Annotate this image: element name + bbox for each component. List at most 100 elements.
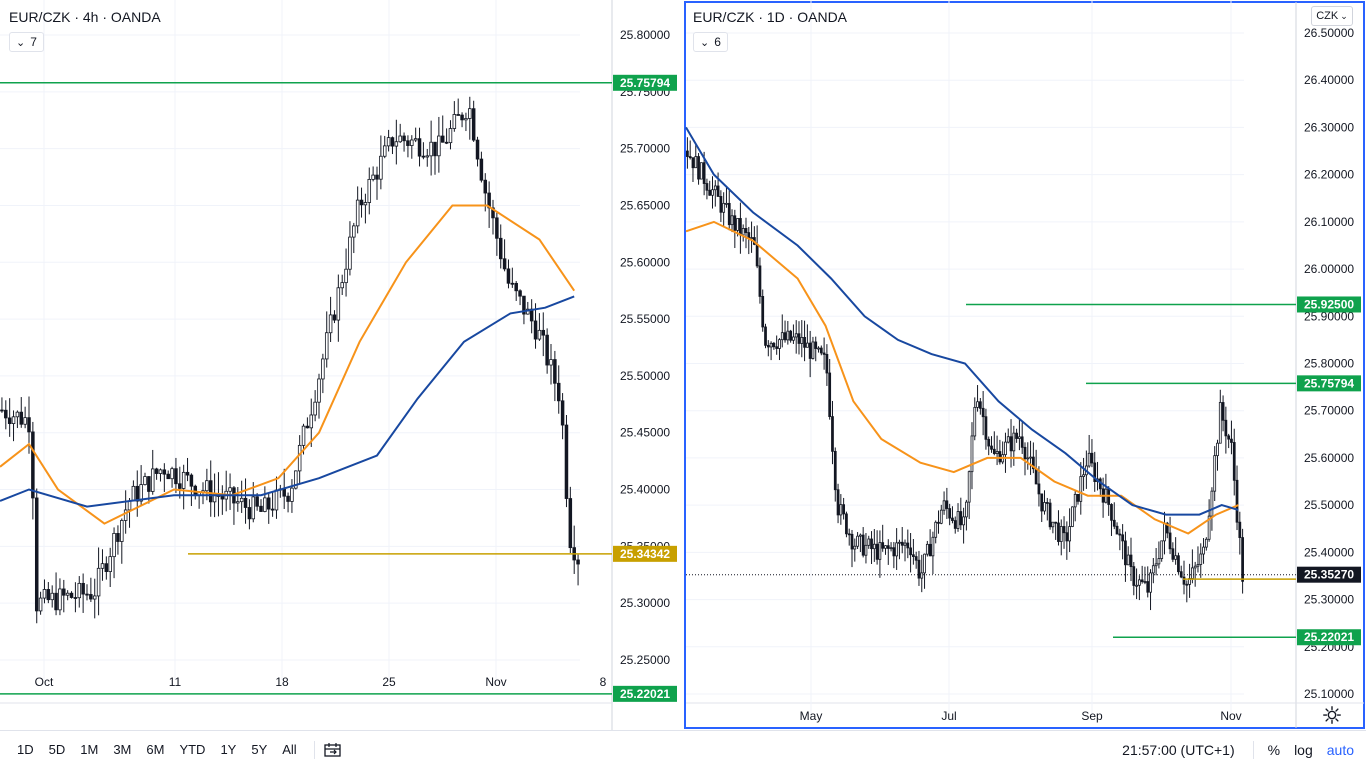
candle-body: [174, 468, 178, 485]
candle-body: [120, 520, 124, 542]
candle-body: [1087, 452, 1091, 467]
range-all-button[interactable]: All: [282, 742, 297, 757]
candle-body: [800, 336, 804, 344]
time-tick-label: Oct: [35, 675, 54, 689]
candle-body: [19, 411, 24, 425]
current-price-badge: [1297, 566, 1361, 583]
candle-body: [1020, 436, 1024, 448]
price-tick-label: 25.25000: [620, 653, 670, 667]
price-tick-label: 25.70000: [620, 142, 670, 156]
candle-body: [811, 341, 815, 359]
price-level-badge: [1297, 296, 1361, 313]
candle-body: [1230, 438, 1233, 443]
candle-body: [686, 150, 689, 157]
range-ytd-button[interactable]: YTD: [179, 742, 206, 757]
percent-scale-toggle[interactable]: %: [1267, 742, 1281, 758]
bottom-toolbar: 1D 5D 1M 3M 6M YTD 1Y 5Y All 21:57:00 (U…: [0, 730, 1366, 768]
candle-body: [1006, 436, 1010, 443]
candle-body: [89, 594, 93, 600]
scale-controls: 21:57:00 (UTC+1) % log auto: [1122, 731, 1354, 768]
left-indicators-toggle[interactable]: ⌄ 7: [9, 32, 44, 52]
candle-body: [266, 497, 271, 510]
candle-body: [1073, 493, 1077, 508]
candle-body: [328, 314, 333, 334]
candle-body: [778, 339, 781, 349]
current-price-badge-text: 25.35270: [1304, 568, 1354, 582]
candle-body: [452, 114, 457, 129]
candle-body: [1068, 526, 1072, 542]
currency-selector[interactable]: CZK ⌄: [1311, 6, 1353, 26]
candle-body: [741, 228, 745, 236]
candle-body: [34, 497, 39, 612]
log-scale-toggle[interactable]: log: [1294, 742, 1313, 758]
candle-body: [822, 352, 826, 355]
candle-body: [402, 135, 406, 142]
candle-body: [556, 382, 561, 402]
candle-body: [568, 498, 573, 549]
candle-body: [92, 595, 97, 600]
candle-body: [744, 228, 748, 233]
settings-gear-icon[interactable]: [1320, 704, 1344, 726]
time-tick-label: 25: [382, 675, 396, 689]
candle-body: [1157, 558, 1161, 565]
candle-body: [54, 592, 58, 611]
candle-body: [85, 593, 89, 596]
candle-body: [1168, 532, 1172, 550]
range-1y-button[interactable]: 1Y: [220, 742, 237, 757]
candle-body: [1149, 572, 1152, 593]
candle-body: [139, 484, 143, 502]
candle-body: [324, 332, 329, 360]
price-level-badge-text: 25.34342: [620, 547, 670, 561]
candle-body: [471, 108, 476, 141]
candle-body: [154, 468, 159, 474]
candle-body: [912, 554, 915, 557]
candle-body: [1196, 564, 1200, 567]
price-tick-label: 26.50000: [1304, 26, 1354, 40]
clock-readout[interactable]: 21:57:00 (UTC+1): [1122, 742, 1235, 758]
range-1d-button[interactable]: 1D: [17, 742, 34, 757]
range-3m-button[interactable]: 3M: [113, 742, 132, 757]
range-6m-button[interactable]: 6M: [146, 742, 165, 757]
candle-body: [884, 545, 887, 549]
candle-body: [705, 183, 709, 191]
price-level-badge-text: 25.22021: [1304, 630, 1354, 644]
charts-canvas[interactable]: 25.8000025.7500025.7000025.6500025.60000…: [0, 0, 1366, 730]
candle-body: [7, 417, 12, 424]
candle-body: [514, 282, 518, 292]
candle-body: [772, 342, 776, 348]
candle-body: [713, 185, 717, 191]
candle-body: [967, 471, 971, 503]
candle-body: [831, 416, 834, 452]
candle-body: [440, 135, 445, 143]
candle-body: [962, 516, 965, 526]
candle-body: [46, 589, 51, 601]
candle-body: [11, 416, 16, 424]
candle-body: [181, 471, 186, 489]
range-5d-button[interactable]: 5D: [48, 742, 66, 757]
auto-scale-toggle[interactable]: auto: [1326, 742, 1354, 758]
candle-body: [1124, 540, 1127, 566]
candle-body: [956, 511, 960, 529]
candle-body: [861, 534, 865, 556]
range-1m-button[interactable]: 1M: [80, 742, 99, 757]
right-indicators-toggle[interactable]: ⌄ 6: [693, 32, 728, 52]
candle-body: [691, 157, 695, 169]
candle-body: [31, 431, 35, 499]
date-range-icon[interactable]: [323, 742, 343, 758]
candle-body: [147, 476, 151, 492]
candle-body: [850, 533, 854, 550]
moving-average-fast: [685, 220, 1239, 535]
range-5y-button[interactable]: 5Y: [251, 742, 268, 757]
candle-body: [764, 326, 767, 346]
right-indicator-count: 6: [714, 35, 721, 49]
candle-body: [1004, 441, 1007, 456]
candle-body: [104, 563, 109, 572]
price-tick-label: 25.40000: [1304, 545, 1354, 559]
candle-body: [951, 517, 954, 521]
candle-body: [1051, 521, 1055, 528]
candle-body: [730, 215, 734, 226]
price-tick-label: 26.30000: [1304, 120, 1354, 134]
candle-body: [444, 141, 449, 144]
candle-body: [274, 489, 279, 511]
